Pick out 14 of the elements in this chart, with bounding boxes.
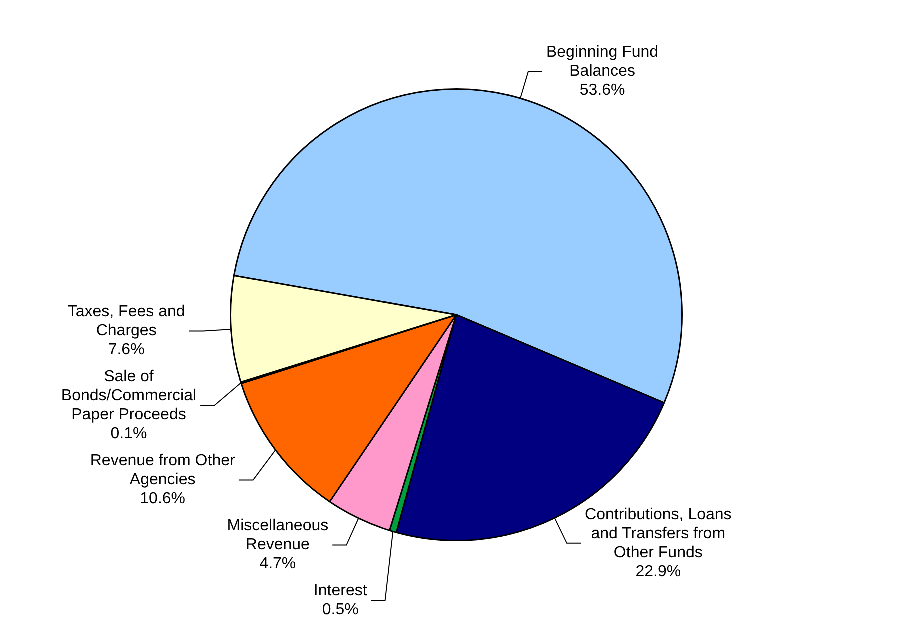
data-label: 22.9% (636, 563, 682, 580)
data-label: 53.6% (580, 82, 626, 100)
slice-label: Beginning Fund Balances (546, 44, 659, 80)
slice-label: Revenue from Other Agencies (90, 452, 236, 489)
slice-label: Taxes, Fees and Charges (68, 304, 186, 340)
slice-label: Sale of Bonds/Commercial Paper Proceeds (61, 368, 197, 424)
data-label: 0.5% (322, 602, 359, 619)
data-label: 0.1% (110, 426, 148, 443)
data-label: 10.6% (140, 490, 186, 508)
data-label: 4.7% (260, 556, 296, 573)
data-label: 7.6% (108, 342, 145, 359)
slice-label: Miscellaneous Revenue (227, 518, 329, 554)
slice-label: Contributions, Loans and Transfers from Other Funds (585, 506, 732, 562)
slice-label: Interest (314, 582, 368, 600)
